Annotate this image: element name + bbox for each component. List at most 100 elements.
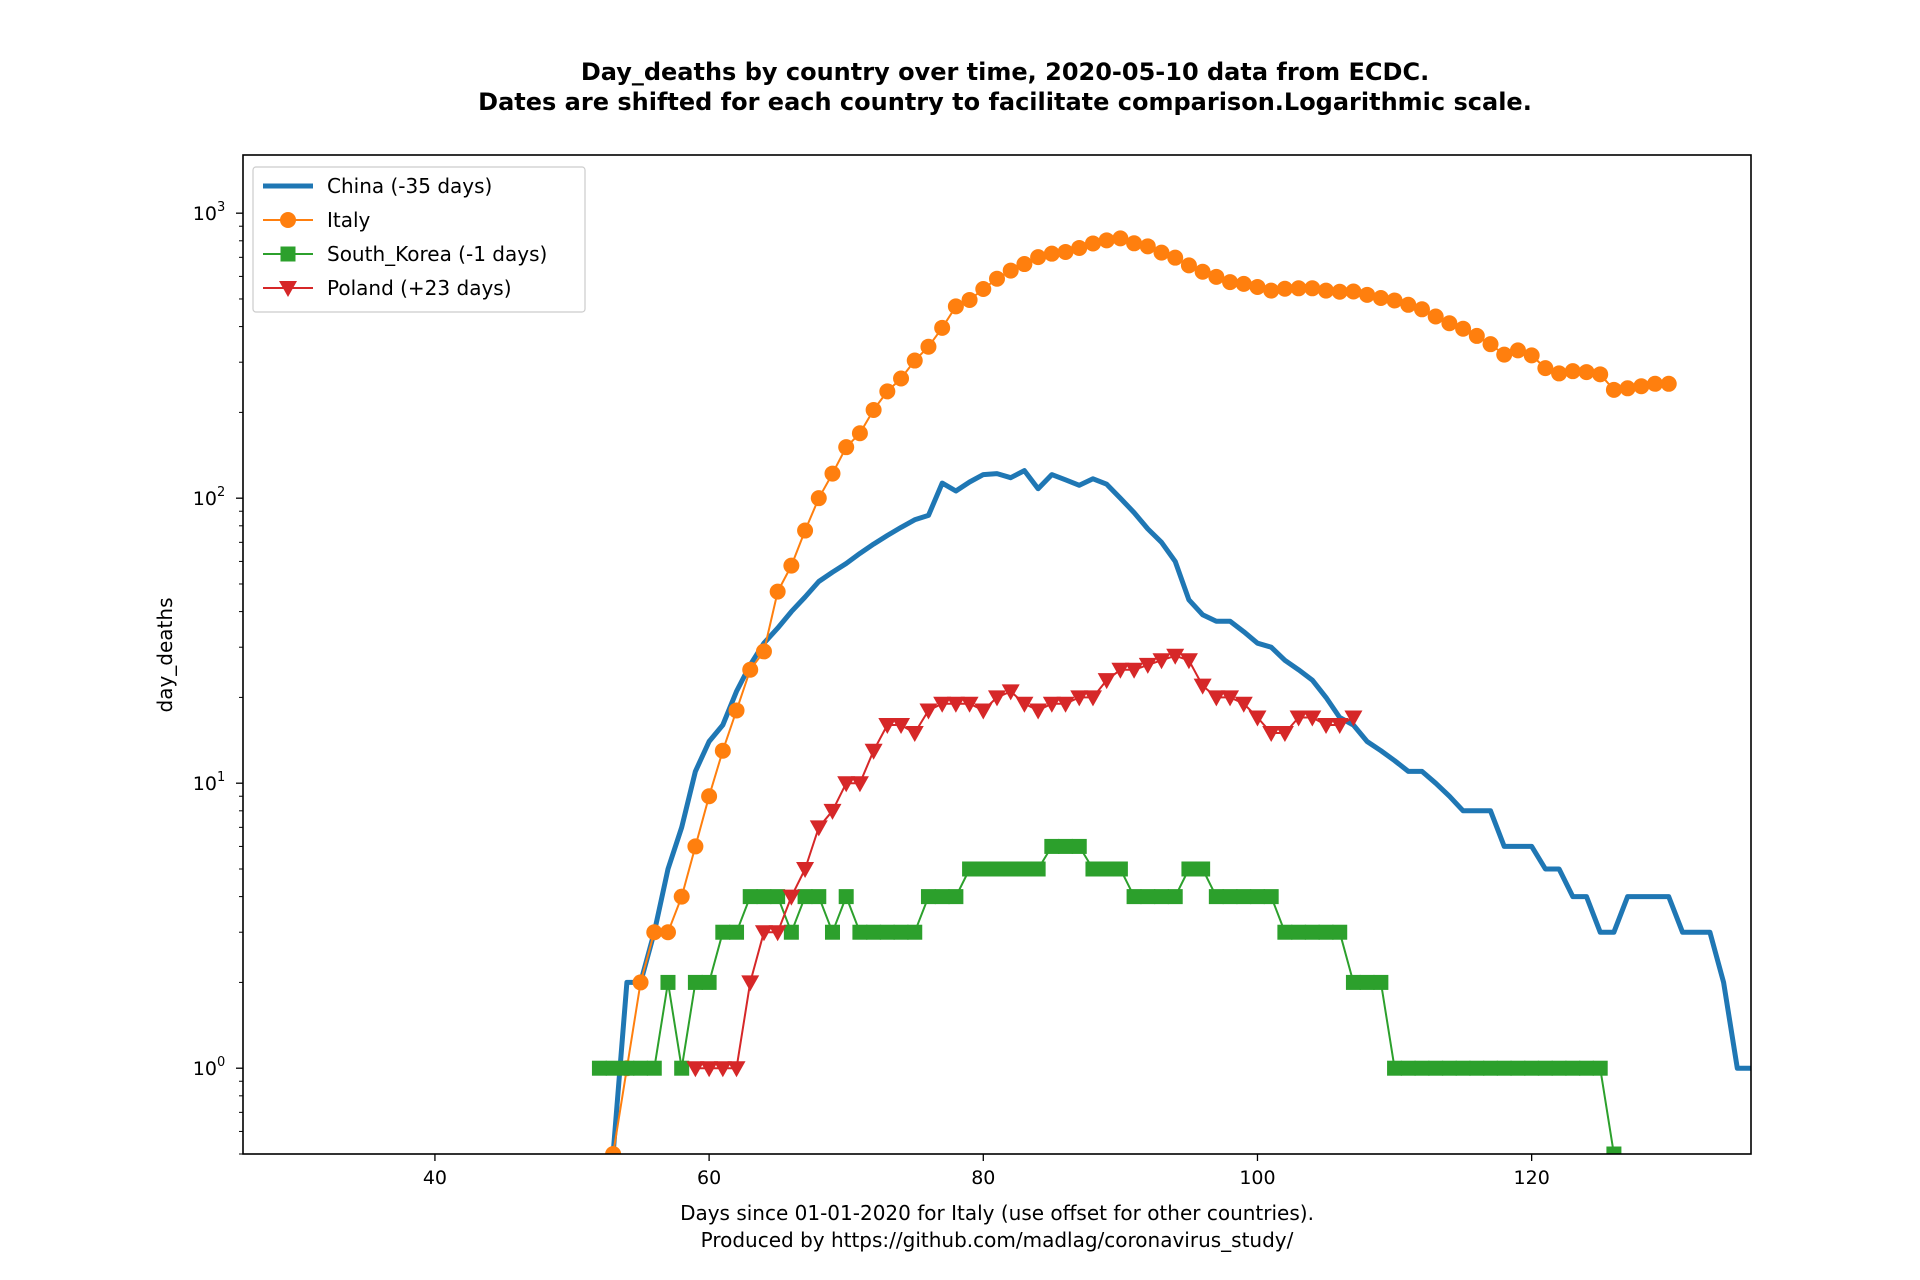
data-point (1043, 245, 1060, 262)
plot-area-frame (242, 154, 1752, 1155)
data-point (1387, 1060, 1403, 1076)
data-point (1167, 249, 1184, 266)
data-point (1249, 278, 1266, 295)
data-point (701, 974, 717, 990)
data-point (1318, 282, 1335, 299)
y-tick-label: 102 (193, 485, 225, 510)
data-point (1496, 346, 1513, 363)
data-point (865, 401, 882, 418)
data-point (1400, 296, 1417, 313)
data-point (961, 291, 978, 308)
data-point (1468, 327, 1485, 344)
data-point (934, 889, 950, 905)
data-point (1154, 889, 1170, 905)
data-point (1289, 710, 1308, 727)
data-point (754, 925, 773, 942)
data-point (783, 924, 799, 940)
data-point (782, 889, 801, 906)
data-point (1003, 861, 1019, 877)
data-point (1400, 1060, 1416, 1076)
data-point (632, 974, 649, 991)
data-point (893, 370, 910, 387)
data-point (1496, 1060, 1512, 1076)
series-1 (605, 230, 1677, 1154)
data-point (864, 743, 883, 760)
data-point (934, 319, 951, 336)
data-point (1179, 653, 1198, 670)
data-point (1058, 838, 1074, 854)
data-point (1564, 363, 1581, 380)
data-point (1208, 268, 1225, 285)
data-point (1138, 657, 1157, 674)
data-point (920, 338, 937, 355)
data-point (1126, 889, 1142, 905)
data-point (878, 718, 897, 735)
data-point (1057, 243, 1074, 260)
data-point (1275, 726, 1294, 743)
legend: China (-35 days) Italy South_Korea (-1 day… (252, 166, 586, 313)
data-point (1413, 301, 1430, 318)
data-point (1469, 1060, 1485, 1076)
data-point (824, 924, 840, 940)
data-point (1207, 690, 1226, 707)
data-point (1290, 280, 1307, 297)
data-point (1291, 924, 1307, 940)
data-point (591, 1060, 607, 1076)
data-point (687, 838, 704, 855)
data-point (1537, 1060, 1553, 1076)
x-tick-label: 60 (697, 1167, 721, 1189)
data-point (1633, 378, 1650, 395)
data-point (1619, 380, 1636, 397)
data-point (1660, 375, 1677, 392)
data-point (1565, 1060, 1581, 1076)
data-point (1194, 263, 1211, 280)
data-point (1085, 861, 1101, 877)
data-point (1372, 289, 1389, 306)
data-point (770, 889, 786, 905)
data-point (1318, 924, 1334, 940)
x-axis-label-line-1: Days since 01-01-2020 for Italy (use off… (680, 1201, 1314, 1225)
data-point (1262, 726, 1281, 743)
data-point (728, 702, 745, 719)
data-point (1373, 974, 1389, 990)
data-point (1455, 1060, 1471, 1076)
data-point (1276, 280, 1293, 297)
data-point (837, 776, 856, 793)
series-line (610, 468, 1751, 1154)
data-point (1193, 678, 1212, 695)
legend-label: South_Korea (-1 days) (327, 242, 547, 266)
data-point (701, 788, 718, 805)
chart-title-line-1: Day_deaths by country over time, 2020-05… (581, 58, 1429, 86)
legend-marker (280, 246, 296, 262)
data-point (755, 643, 772, 660)
data-point (1359, 286, 1376, 303)
data-point (633, 1060, 649, 1076)
data-point (756, 889, 772, 905)
data-point (907, 924, 923, 940)
data-point (1345, 974, 1361, 990)
data-point (1592, 1060, 1608, 1076)
data-point (975, 280, 992, 297)
data-point (797, 522, 814, 539)
data-point (1331, 283, 1348, 300)
data-point (1551, 1060, 1567, 1076)
data-point (1483, 1060, 1499, 1076)
data-point (1071, 239, 1088, 256)
data-point (1044, 838, 1060, 854)
data-point (974, 703, 993, 720)
data-point (1303, 710, 1322, 727)
data-point (962, 861, 978, 877)
legend-item: Italy (263, 208, 371, 232)
data-point (1126, 235, 1143, 252)
data-point (1139, 238, 1156, 255)
data-point (783, 557, 800, 574)
data-point (1441, 315, 1458, 332)
data-point (1084, 235, 1101, 252)
data-point (1166, 648, 1185, 665)
y-axis-label: day_deaths (153, 598, 177, 713)
data-point (851, 425, 868, 442)
data-point (919, 703, 938, 720)
data-point (920, 889, 936, 905)
data-point (823, 803, 842, 820)
series-0 (610, 468, 1751, 1154)
